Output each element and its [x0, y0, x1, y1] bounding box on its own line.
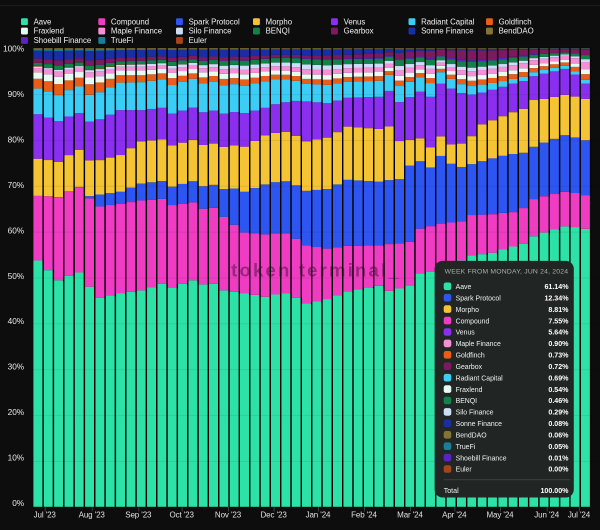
svg-text:Feb '24: Feb '24 — [351, 511, 377, 520]
svg-text:Oct '23: Oct '23 — [169, 511, 194, 520]
svg-text:Nov '23: Nov '23 — [215, 511, 242, 520]
svg-text:60%: 60% — [8, 225, 25, 235]
svg-text:Morpho: Morpho — [266, 17, 293, 26]
svg-text:0%: 0% — [12, 498, 25, 508]
svg-text:Mar '24: Mar '24 — [397, 511, 423, 520]
svg-text:0.06%: 0.06% — [548, 432, 569, 440]
svg-text:0.05%: 0.05% — [548, 443, 569, 451]
svg-text:BENQI: BENQI — [456, 398, 478, 405]
svg-text:Radiant Capital: Radiant Capital — [421, 17, 475, 26]
svg-text:Sonne Finance: Sonne Finance — [456, 421, 503, 428]
svg-text:Euler: Euler — [189, 36, 208, 45]
svg-text:0.90%: 0.90% — [548, 340, 569, 348]
svg-text:Maple Finance: Maple Finance — [456, 341, 501, 348]
svg-text:Spark Protocol: Spark Protocol — [456, 295, 502, 302]
svg-text:30%: 30% — [8, 362, 25, 372]
svg-text:Total: Total — [444, 487, 459, 495]
svg-text:Goldfinch: Goldfinch — [456, 353, 485, 360]
svg-text:token terminal_: token terminal_ — [231, 260, 401, 281]
svg-text:80%: 80% — [8, 135, 25, 145]
svg-text:BendDAO: BendDAO — [499, 27, 534, 36]
svg-text:Aug '23: Aug '23 — [79, 511, 106, 520]
svg-text:Euler: Euler — [456, 467, 473, 474]
svg-text:12.34%: 12.34% — [544, 294, 569, 302]
svg-text:Gearbox: Gearbox — [344, 27, 374, 36]
svg-text:Shoebill Finance: Shoebill Finance — [456, 455, 507, 462]
svg-text:0.46%: 0.46% — [548, 397, 569, 405]
svg-text:Sep '23: Sep '23 — [125, 511, 152, 520]
svg-text:0.00%: 0.00% — [548, 466, 569, 474]
svg-text:100%: 100% — [3, 44, 25, 54]
svg-text:Morpho: Morpho — [456, 307, 480, 314]
svg-text:Aave: Aave — [456, 284, 472, 291]
svg-text:0.08%: 0.08% — [548, 420, 569, 428]
svg-text:BENQI: BENQI — [266, 27, 290, 36]
svg-text:0.54%: 0.54% — [548, 386, 569, 394]
svg-text:Goldfinch: Goldfinch — [499, 17, 532, 26]
svg-text:TrueFi: TrueFi — [456, 444, 476, 451]
svg-text:0.01%: 0.01% — [548, 454, 569, 462]
svg-text:20%: 20% — [8, 407, 25, 417]
svg-text:10%: 10% — [8, 452, 25, 462]
svg-text:70%: 70% — [8, 180, 25, 190]
svg-text:50%: 50% — [8, 271, 25, 281]
svg-text:Compound: Compound — [111, 17, 149, 26]
svg-text:Venus: Venus — [456, 330, 476, 337]
svg-text:Venus: Venus — [344, 17, 366, 26]
svg-text:Spark Protocol: Spark Protocol — [189, 17, 240, 26]
svg-text:40%: 40% — [8, 316, 25, 326]
svg-text:Jun '24: Jun '24 — [534, 511, 559, 520]
svg-text:Fraxlend: Fraxlend — [456, 387, 483, 394]
svg-text:Sonne Finance: Sonne Finance — [421, 27, 473, 36]
svg-text:Jan '24: Jan '24 — [306, 511, 331, 520]
svg-text:Jul '23: Jul '23 — [34, 511, 57, 520]
svg-text:Gearbox: Gearbox — [456, 364, 483, 371]
svg-text:Radiant Capital: Radiant Capital — [456, 375, 504, 382]
svg-text:100.00%: 100.00% — [540, 487, 569, 495]
svg-text:Dec '23: Dec '23 — [261, 511, 288, 520]
svg-text:0.72%: 0.72% — [548, 363, 569, 371]
svg-text:BendDAO: BendDAO — [456, 433, 488, 440]
svg-text:61.14%: 61.14% — [544, 283, 569, 291]
svg-text:Apr '24: Apr '24 — [442, 511, 467, 520]
svg-text:0.73%: 0.73% — [548, 352, 569, 360]
svg-text:Silo Finance: Silo Finance — [456, 410, 494, 417]
svg-text:Maple Finance: Maple Finance — [111, 27, 162, 36]
svg-text:0.69%: 0.69% — [548, 374, 569, 382]
svg-text:7.55%: 7.55% — [548, 317, 569, 325]
svg-text:8.81%: 8.81% — [548, 306, 569, 314]
svg-text:Fraxlend: Fraxlend — [34, 27, 64, 36]
svg-text:TrueFi: TrueFi — [111, 36, 134, 45]
svg-text:WEEK FROM MONDAY, JUN 24, 2024: WEEK FROM MONDAY, JUN 24, 2024 — [445, 268, 569, 275]
svg-text:5.64%: 5.64% — [548, 329, 569, 337]
svg-text:May '24: May '24 — [486, 511, 514, 520]
svg-text:Aave: Aave — [34, 17, 52, 26]
svg-text:0.29%: 0.29% — [548, 409, 569, 417]
svg-text:90%: 90% — [8, 89, 25, 99]
svg-text:Shoebill Finance: Shoebill Finance — [34, 36, 92, 45]
svg-text:Jul '24: Jul '24 — [568, 511, 591, 520]
svg-text:Silo Finance: Silo Finance — [189, 27, 232, 36]
svg-text:Compound: Compound — [456, 318, 490, 325]
